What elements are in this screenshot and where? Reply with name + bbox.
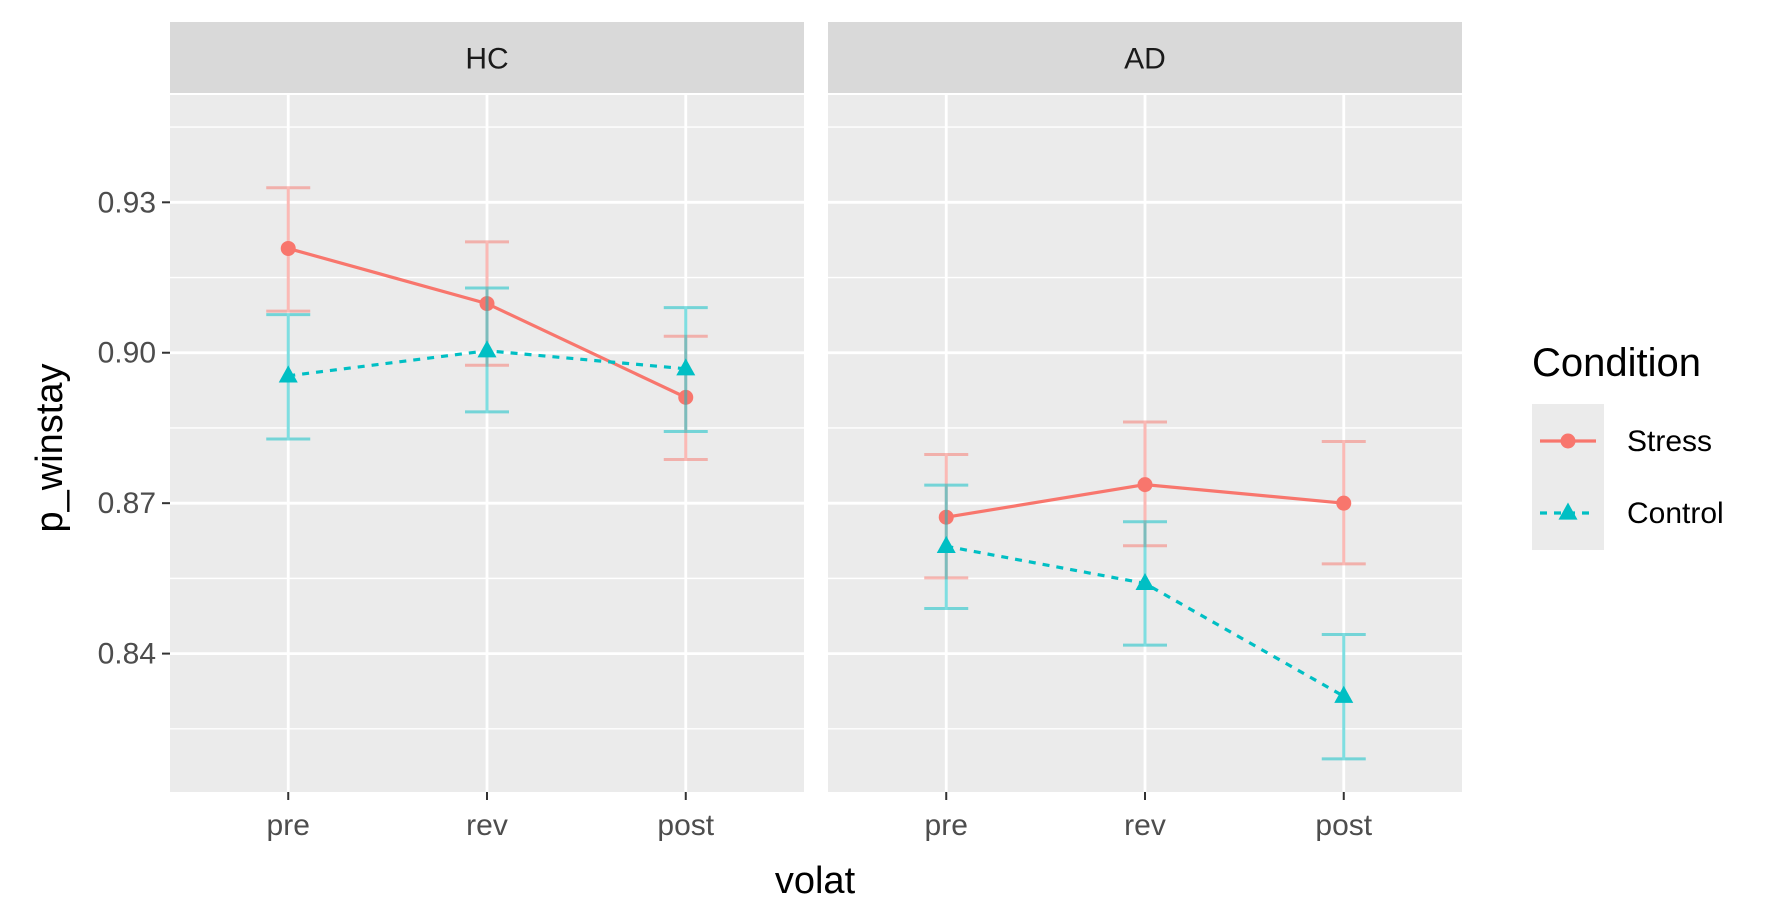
x-tick-label-pre: pre bbox=[925, 809, 968, 842]
series-control bbox=[266, 286, 708, 441]
legend-label-stress: Stress bbox=[1627, 425, 1712, 458]
legend-key-stress bbox=[1540, 433, 1596, 449]
y-tick-label: 0.87 bbox=[98, 487, 156, 520]
y-axis: 0.84 0.87 0.90 0.93 bbox=[98, 186, 170, 671]
data-point bbox=[1135, 572, 1155, 591]
x-tick-label-pre: pre bbox=[267, 809, 310, 842]
legend: Condition Stress Control bbox=[1532, 341, 1724, 550]
x-axis-title: volat bbox=[775, 860, 856, 902]
data-point bbox=[278, 365, 298, 383]
data-point bbox=[936, 535, 956, 553]
y-axis-title: p_winstay bbox=[29, 364, 71, 533]
x-tick-label-post: post bbox=[1315, 809, 1372, 842]
data-point bbox=[1334, 685, 1354, 703]
x-tick-label-rev: rev bbox=[1124, 809, 1166, 842]
legend-title: Condition bbox=[1532, 341, 1701, 385]
legend-key-background bbox=[1532, 404, 1604, 550]
data-point bbox=[1336, 495, 1352, 511]
data-point bbox=[676, 358, 696, 376]
facet-strip bbox=[170, 22, 804, 93]
legend-marker bbox=[1560, 433, 1576, 449]
legend-label-control: Control bbox=[1627, 497, 1724, 530]
facet-label: HC bbox=[465, 43, 508, 76]
legend-keys bbox=[1540, 433, 1596, 520]
legend-marker bbox=[1558, 502, 1578, 520]
panel-hc: HC pre rev post bbox=[170, 22, 804, 842]
panels: HC pre rev post AD pre rev post bbox=[170, 22, 1462, 842]
y-tick-label: 0.90 bbox=[98, 337, 156, 370]
x-tick-label-rev: rev bbox=[466, 809, 508, 842]
legend-key-control bbox=[1540, 502, 1596, 520]
y-tick-label: 0.93 bbox=[98, 186, 156, 219]
x-tick-label-post: post bbox=[657, 809, 714, 842]
data-point bbox=[1137, 477, 1153, 493]
y-tick-label: 0.84 bbox=[98, 638, 156, 671]
panel-ad: AD pre rev post bbox=[828, 22, 1462, 842]
series-control bbox=[924, 483, 1366, 761]
facet-strip bbox=[828, 22, 1462, 93]
facet-label: AD bbox=[1124, 43, 1166, 76]
data-point bbox=[280, 240, 296, 256]
data-point bbox=[477, 340, 497, 358]
